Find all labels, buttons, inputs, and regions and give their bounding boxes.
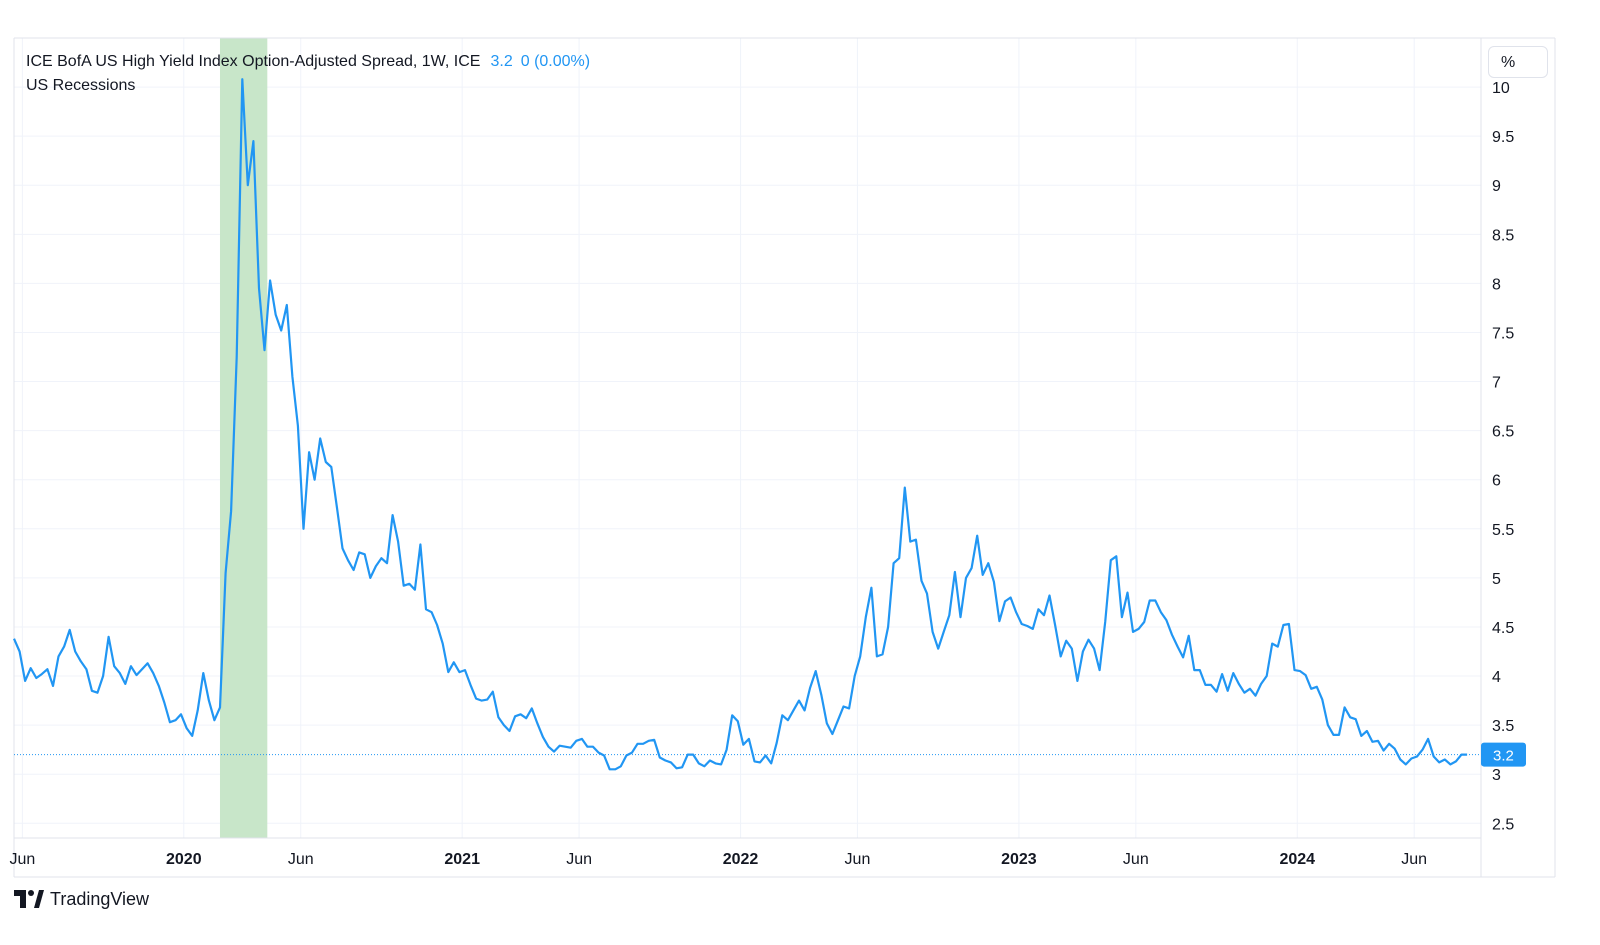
recession-band	[219, 38, 268, 838]
price-scale-unit-button[interactable]: %	[1488, 46, 1548, 78]
y-tick-label: 9	[1492, 178, 1501, 195]
last-price-label: 3.2	[1493, 748, 1514, 765]
recession-legend-label: US Recessions	[26, 77, 136, 94]
x-tick-label: Jun	[1401, 851, 1427, 868]
recession-legend-row[interactable]: US Recessions	[26, 74, 590, 98]
x-tick-label: Jun	[288, 851, 314, 868]
x-tick-label: Jun	[845, 851, 871, 868]
y-tick-label: 9.5	[1492, 129, 1514, 146]
x-tick-label: 2022	[723, 851, 759, 868]
series-title: ICE BofA US High Yield Index Option-Adju…	[26, 53, 481, 70]
x-tick-label: 2020	[166, 851, 202, 868]
y-tick-label: 5	[1492, 571, 1501, 588]
y-tick-label: 3	[1492, 767, 1501, 784]
change-value: 0 (0.00%)	[520, 53, 591, 70]
last-price-tag-bg	[1481, 742, 1526, 767]
y-tick-label: 7.5	[1492, 325, 1514, 342]
last-price-tag: 3.2	[1481, 742, 1526, 767]
y-tick-label: 4	[1492, 669, 1501, 686]
y-tick-label: 5.5	[1492, 522, 1514, 539]
x-tick-label: Jun	[1123, 851, 1149, 868]
tradingview-logo-icon	[14, 890, 44, 908]
tradingview-brand[interactable]: TradingView	[14, 888, 149, 910]
series-legend-row[interactable]: ICE BofA US High Yield Index Option-Adju…	[26, 50, 590, 74]
y-tick-label: 8.5	[1492, 227, 1514, 244]
series-line[interactable]	[12, 78, 1468, 771]
x-axis[interactable]: Jun 2020 Jun 2021 Jun 2022 Jun 2023 Jun 2024 Jun	[9, 851, 1427, 868]
y-tick-label: 8	[1492, 276, 1501, 293]
chart-frame	[13, 37, 1556, 878]
y-tick-label: 7	[1492, 375, 1501, 392]
y-axis[interactable]: 2.5 3 3.5 4 4.5 5 5.5 6 6.5 7 7.5 8 8.5 9 9.5 10	[1492, 80, 1514, 833]
y-tick-label: 10	[1492, 80, 1510, 97]
brand-name: TradingView	[50, 888, 150, 909]
y-tick-label: 6.5	[1492, 424, 1514, 441]
x-tick-label: Jun	[566, 851, 592, 868]
last-value: 3.2	[490, 53, 513, 70]
y-tick-label: 3.5	[1492, 718, 1514, 735]
y-tick-label: 2.5	[1492, 816, 1514, 833]
x-tick-label: 2023	[1001, 851, 1037, 868]
y-tick-label: 6	[1492, 473, 1501, 490]
legend: ICE BofA US High Yield Index Option-Adju…	[26, 50, 590, 98]
x-tick-label: 2021	[444, 851, 480, 868]
y-tick-label: 4.5	[1492, 620, 1514, 637]
x-tick-label: 2024	[1279, 851, 1315, 868]
x-tick-label: Jun	[9, 851, 35, 868]
